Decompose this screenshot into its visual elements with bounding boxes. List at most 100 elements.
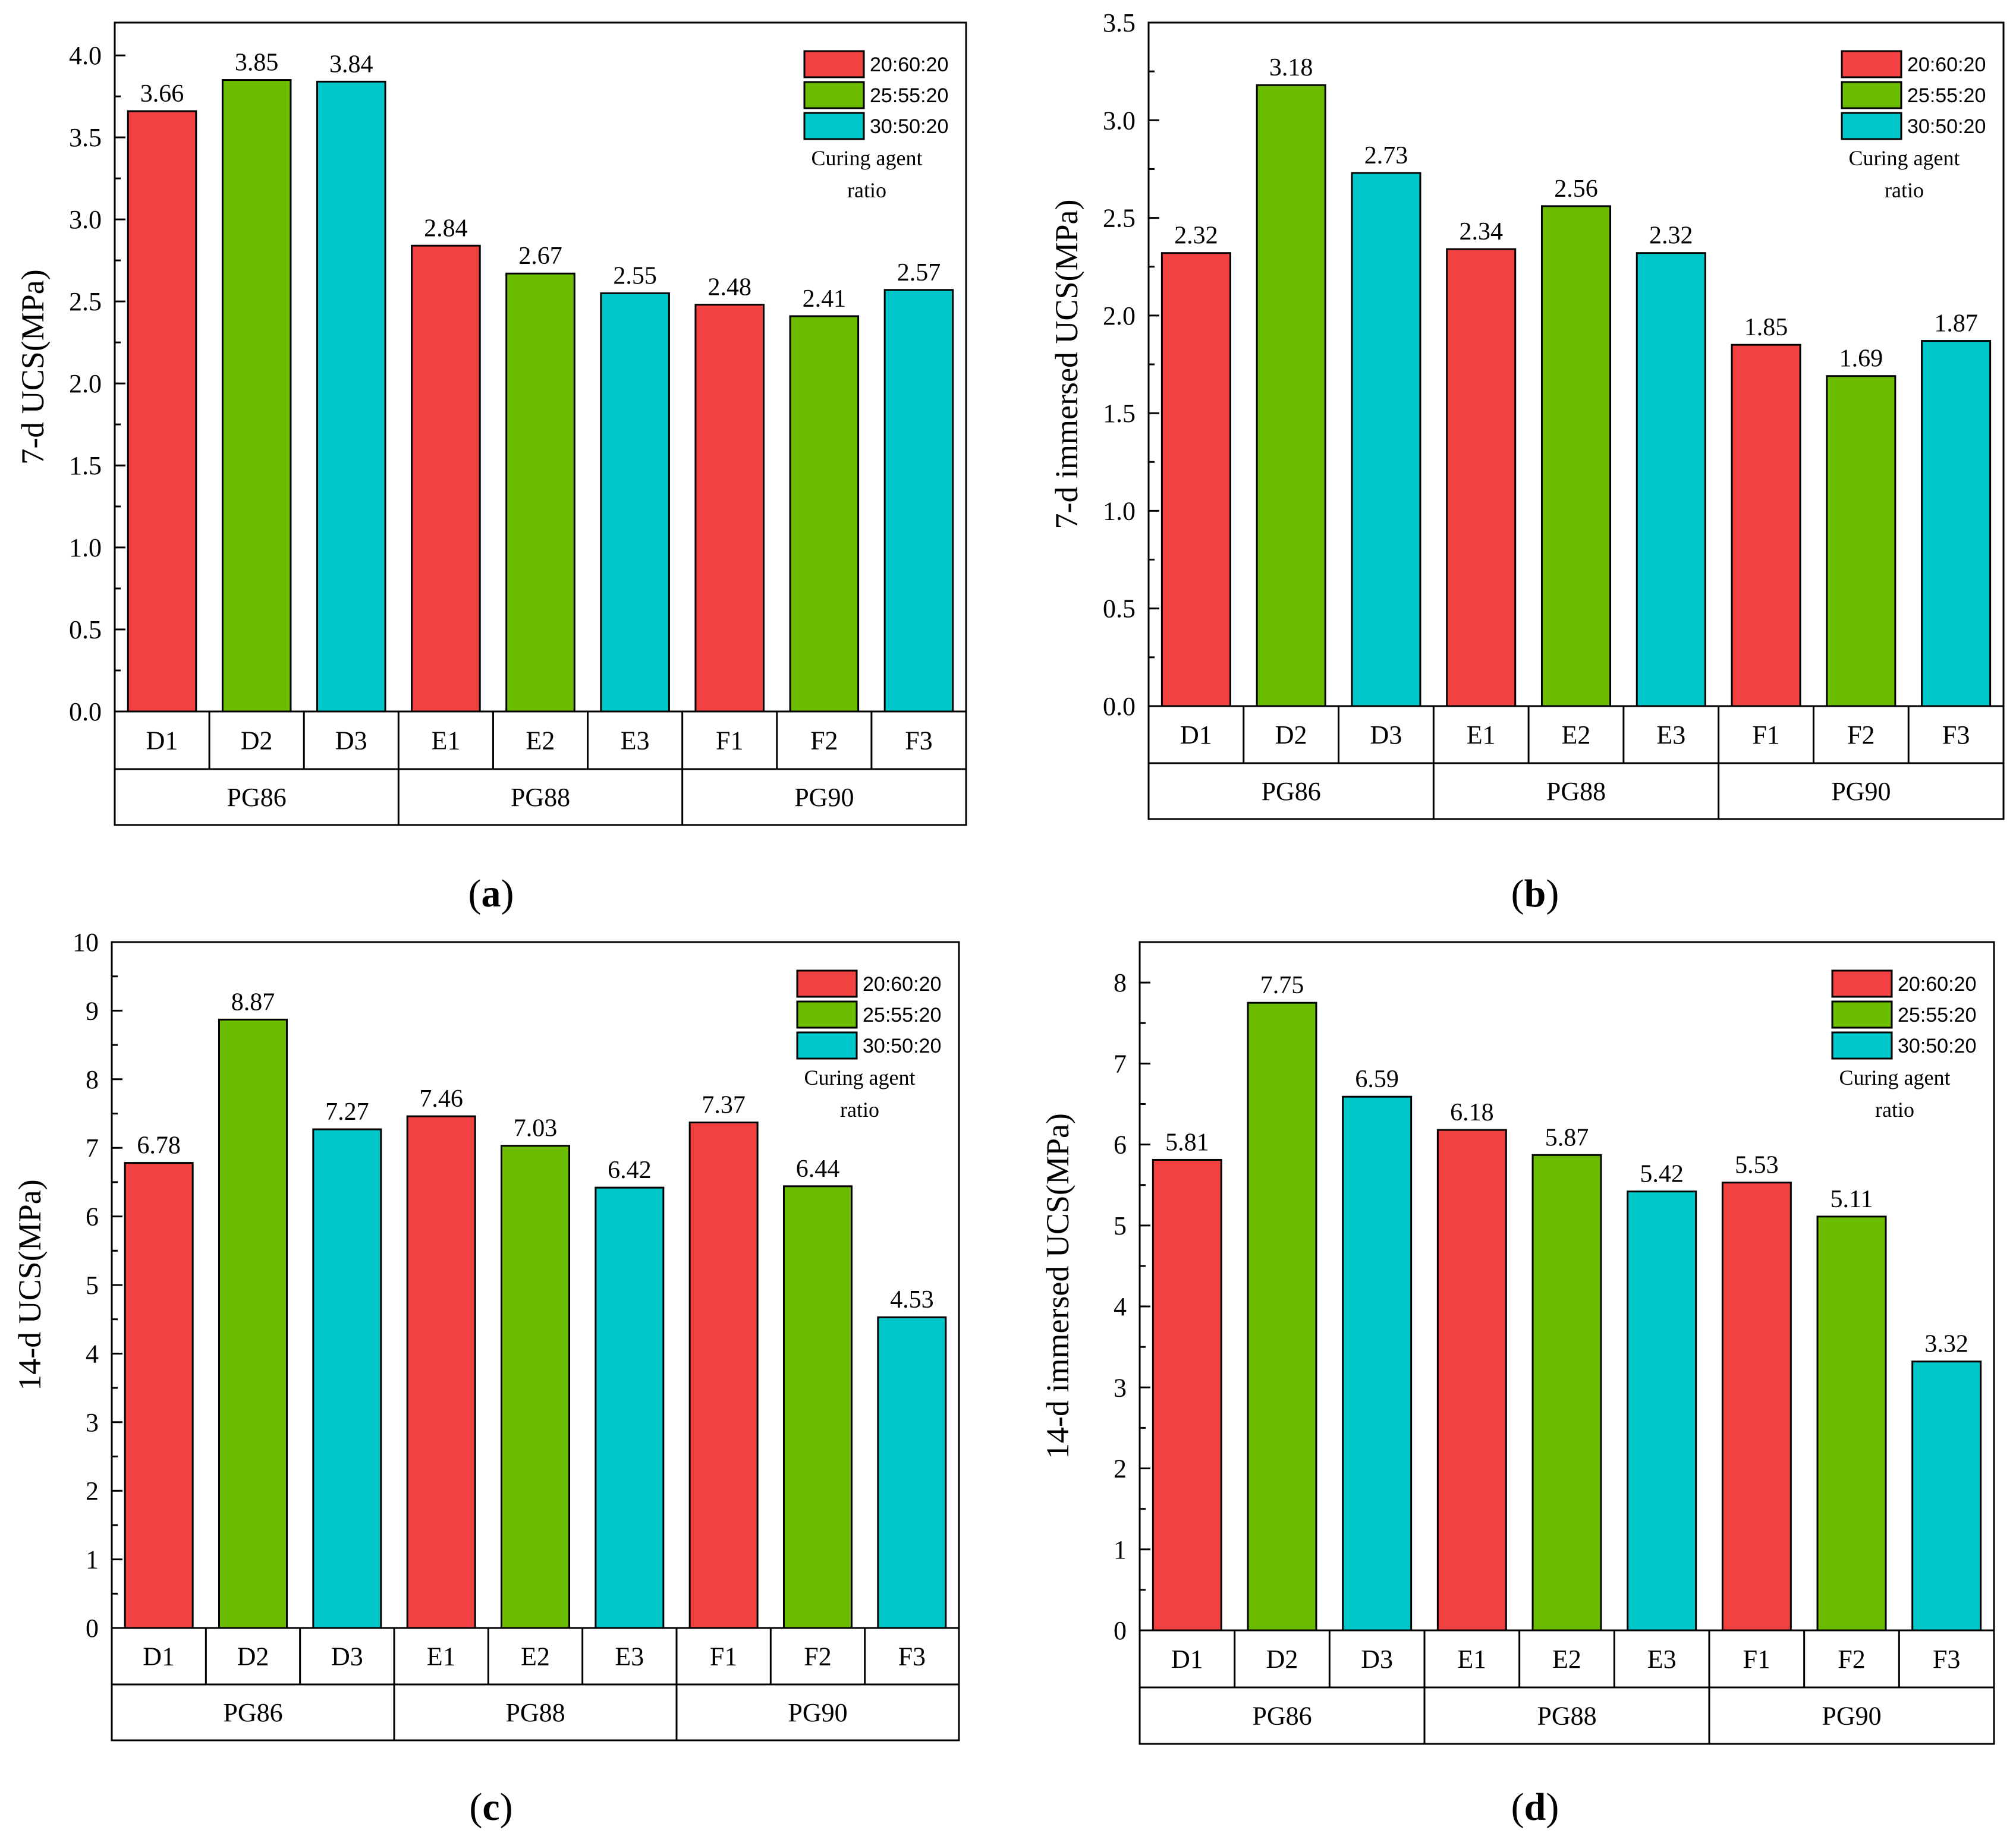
data-label: 3.66	[140, 80, 184, 108]
bar-D1	[1160, 252, 1231, 707]
plot-frame	[111, 941, 960, 1741]
category-label: F3	[1933, 1645, 1960, 1674]
group-label: PG86	[1252, 1702, 1311, 1731]
data-label: 7.37	[702, 1092, 746, 1119]
y-tick-label: 3.5	[69, 123, 102, 152]
data-label: 1.69	[1839, 345, 1883, 373]
data-label: 2.84	[424, 215, 468, 242]
category-label: F1	[716, 726, 743, 755]
bar-E3	[1636, 252, 1706, 707]
bar-D1	[127, 110, 197, 713]
legend-entry: 30:50:20	[870, 115, 948, 138]
category-label: D3	[331, 1642, 363, 1671]
data-label: 6.59	[1355, 1066, 1399, 1093]
y-tick-label: 1.0	[1103, 496, 1136, 525]
data-label: 5.81	[1165, 1129, 1209, 1156]
y-tick-label: 3.5	[1103, 8, 1136, 37]
panel-letter: d	[1524, 1785, 1546, 1829]
legend-note: ratio	[840, 1098, 879, 1122]
data-label: 6.78	[137, 1132, 181, 1160]
legend-note: Curing agent	[1849, 146, 1960, 170]
group-label: PG86	[227, 783, 287, 812]
category-label: F1	[1752, 720, 1779, 749]
legend-swatch	[1831, 1000, 1893, 1029]
data-label: 3.85	[235, 49, 279, 77]
legend-entry: 30:50:20	[1907, 115, 1986, 138]
category-label: F3	[905, 726, 932, 755]
y-tick-label: 5	[86, 1271, 99, 1300]
data-label: 2.48	[707, 274, 751, 301]
bar-F1	[1731, 344, 1801, 707]
legend-note: Curing agent	[1839, 1066, 1951, 1089]
legend-entry: 25:55:20	[870, 84, 948, 107]
category-label: E3	[621, 726, 650, 755]
data-label: 1.87	[1934, 310, 1978, 338]
y-tick-label: 7	[1114, 1049, 1127, 1078]
y-tick-label: 2.0	[1103, 301, 1136, 330]
y-tick-label: 2.0	[69, 369, 102, 398]
y-tick-label: 0.5	[1103, 594, 1136, 623]
y-tick-label: 7	[86, 1133, 99, 1163]
group-label: PG88	[1537, 1702, 1596, 1731]
data-label: 6.44	[796, 1155, 840, 1183]
y-tick-label: 1.5	[1103, 399, 1136, 428]
y-tick-label: 2.5	[1103, 204, 1136, 233]
y-tick-label: 1.5	[69, 451, 102, 480]
category-label: D1	[143, 1642, 175, 1671]
legend-swatch	[1841, 81, 1902, 109]
y-tick-label: 4	[86, 1339, 99, 1368]
bar-D2	[1256, 84, 1326, 707]
bar-F2	[1816, 1215, 1887, 1632]
data-label: 3.18	[1269, 54, 1313, 81]
y-tick-label: 5	[1114, 1211, 1127, 1240]
legend-swatch	[1831, 1031, 1893, 1060]
panel-label: (b)	[1511, 872, 1559, 915]
category-label: E2	[526, 726, 555, 755]
legend-swatch	[803, 81, 865, 109]
data-label: 2.32	[1174, 222, 1218, 250]
bar-E1	[1446, 248, 1517, 707]
bar-E3	[595, 1186, 665, 1629]
data-label: 5.53	[1735, 1152, 1779, 1179]
category-label: D3	[335, 726, 367, 755]
y-tick-label: 3	[86, 1408, 99, 1437]
bar-E1	[1436, 1129, 1507, 1632]
legend-swatch	[1831, 969, 1893, 998]
category-label: E2	[1552, 1645, 1581, 1674]
data-label: 1.85	[1744, 314, 1788, 341]
category-label: F3	[898, 1642, 926, 1671]
group-label: PG90	[794, 783, 854, 812]
data-label: 5.87	[1545, 1124, 1589, 1151]
chart-panel-d: 0 1 2 3 4 5 6 7 8 14-d immersed UCS(MPa) 5.81 D1 7.7…	[1040, 941, 1995, 1829]
data-label: 2.34	[1459, 218, 1503, 245]
bar-F2	[783, 1185, 853, 1629]
y-axis-label: 14-d immersed UCS(MPa)	[1040, 1113, 1075, 1459]
bar-D1	[124, 1162, 194, 1629]
legend-entry: 25:55:20	[1898, 1004, 1976, 1026]
bar-D3	[1342, 1095, 1413, 1632]
panel-letter: b	[1524, 872, 1546, 915]
legend-entry: 20:60:20	[863, 973, 941, 996]
y-tick-label: 3.0	[69, 205, 102, 234]
chart-panel-a: 0.0 0.5 1.0 1.5 2.0 2.5 3.0 3.5 4.0 7-d UCS(MPa) 3…	[15, 21, 967, 915]
bar-D1	[1152, 1158, 1222, 1632]
legend-swatch	[796, 969, 858, 998]
legend-swatch	[803, 112, 865, 140]
panel-label: (d)	[1511, 1785, 1559, 1829]
data-label: 3.84	[329, 51, 373, 78]
bar-F2	[1826, 375, 1897, 707]
category-label: E2	[521, 1642, 550, 1671]
category-label: F1	[1743, 1645, 1770, 1674]
category-label: E1	[1457, 1645, 1486, 1674]
legend-swatch	[796, 1000, 858, 1029]
y-tick-label: 4	[1114, 1292, 1127, 1321]
plot-frame	[1147, 21, 2005, 820]
legend-note: ratio	[1875, 1098, 1914, 1122]
group-label: PG90	[1822, 1702, 1881, 1731]
data-label: 7.75	[1260, 972, 1304, 999]
bar-D3	[316, 80, 386, 713]
data-label: 6.18	[1450, 1099, 1494, 1126]
y-tick-label: 6	[1114, 1130, 1127, 1160]
y-tick-label: 6	[86, 1202, 99, 1232]
data-label: 2.57	[897, 259, 941, 286]
